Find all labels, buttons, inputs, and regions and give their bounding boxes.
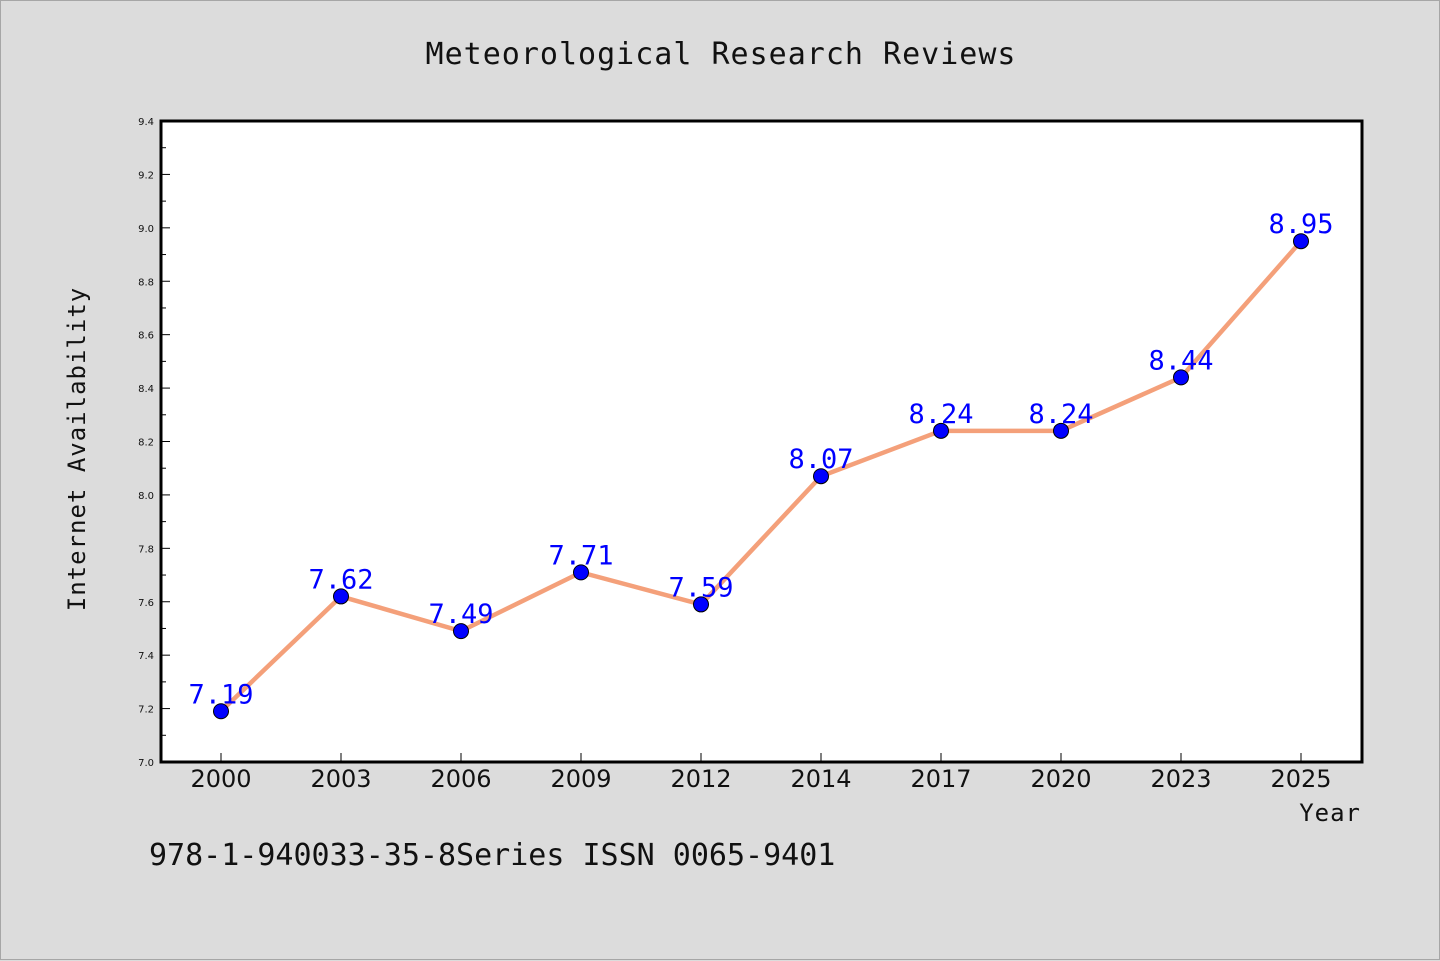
y-tick-label: 8.6 <box>138 331 154 342</box>
y-tick-label: 7.4 <box>138 651 154 662</box>
x-tick-label: 2000 <box>190 765 251 793</box>
y-tick-label: 9.4 <box>138 117 154 128</box>
y-axis: 7.0 7.2 7.4 7.6 7.8 8.0 8.2 8.4 8.6 8.8 9.0 9.2 9.4 <box>138 117 170 769</box>
x-tick-label: 2017 <box>910 765 971 793</box>
series-layer: 7.197.627.497.717.598.078.24 8.248.448.95 <box>188 209 1334 720</box>
y-tick-label: 8.4 <box>138 384 154 395</box>
data-point <box>813 468 829 485</box>
data-point <box>1173 369 1189 386</box>
x-axis-label: Year <box>1299 799 1361 827</box>
x-tick-label: 2006 <box>430 765 491 793</box>
y-tick-label: 9.2 <box>138 170 154 181</box>
x-tick-label: 2009 <box>550 765 611 793</box>
y-tick-label: 8.8 <box>138 277 154 288</box>
data-point <box>933 422 949 439</box>
y-tick-label: 7.2 <box>138 705 154 716</box>
data-point <box>333 588 349 605</box>
y-tick-label: 7.6 <box>138 598 154 609</box>
footer-isbn-issn: 978-1-940033-35-8Series ISSN 0065-9401 <box>149 838 835 873</box>
y-tick-label: 8.2 <box>138 438 154 449</box>
x-tick-label: 2014 <box>790 765 851 793</box>
data-point <box>573 564 589 581</box>
plot-area <box>159 119 1364 764</box>
data-point <box>693 596 709 613</box>
x-tick-label: 2012 <box>670 765 731 793</box>
x-tick-label: 2023 <box>1150 765 1211 793</box>
data-point <box>1293 233 1309 250</box>
x-axis: 2000 2003 2006 2009 2012 2014 2017 2020 2023 2025 <box>190 753 1332 793</box>
data-point <box>213 703 229 720</box>
series-line <box>218 238 1304 714</box>
y-tick-label: 7.8 <box>138 544 154 555</box>
data-point <box>1053 422 1069 439</box>
y-tick-label: 8.0 <box>138 491 154 502</box>
x-tick-label: 2020 <box>1030 765 1091 793</box>
data-point <box>453 623 469 640</box>
x-tick-label: 2003 <box>310 765 371 793</box>
chart-title: Meteorological Research Reviews <box>426 37 1017 72</box>
y-tick-label: 9.0 <box>138 224 154 235</box>
y-tick-label: 7.0 <box>138 758 154 769</box>
x-tick-label: 2025 <box>1270 765 1331 793</box>
y-axis-label: Internet Availability <box>63 287 91 611</box>
